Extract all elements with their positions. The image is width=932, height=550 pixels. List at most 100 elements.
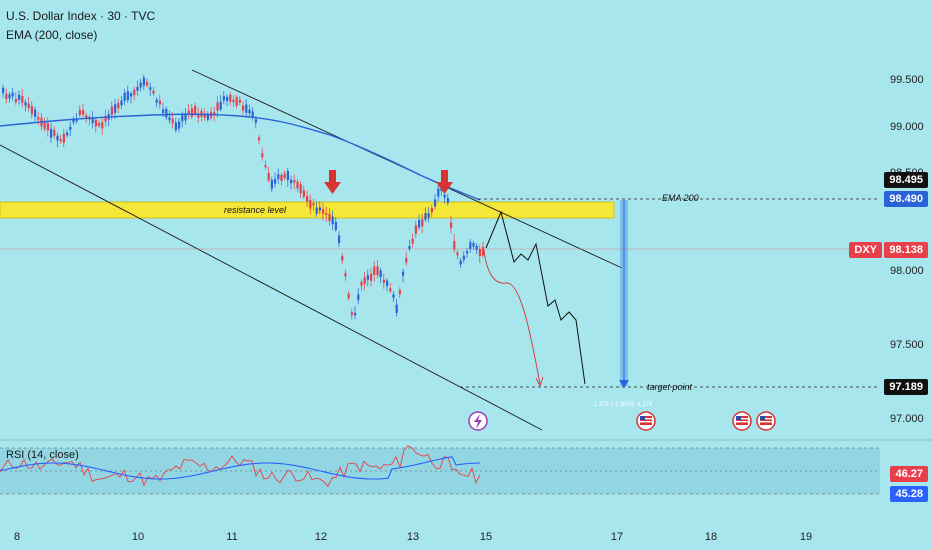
candle (27, 103, 30, 109)
candle (264, 165, 267, 168)
candle (363, 277, 366, 285)
candle (229, 94, 232, 102)
candle (126, 91, 129, 101)
candle (392, 294, 395, 298)
arrow-down-icon (324, 170, 341, 194)
rsi-ma-line (0, 456, 481, 480)
candle (437, 188, 440, 197)
time-axis[interactable]: 8 10 11 12 13 15 17 18 19 (14, 531, 812, 543)
candle (398, 290, 401, 295)
candle (213, 112, 216, 115)
channel-lower-line (0, 144, 543, 431)
rsi-label: RSI (14, close) (6, 449, 79, 461)
candle (190, 108, 193, 117)
price-tick-label: 99.500 (890, 74, 924, 86)
candle (142, 77, 145, 86)
candle (21, 95, 24, 103)
candle (456, 252, 459, 256)
candle (341, 255, 344, 261)
candle (379, 270, 382, 278)
candle (2, 87, 5, 94)
candle (254, 119, 257, 123)
candle (312, 203, 315, 206)
candle (123, 92, 126, 101)
candle (389, 288, 392, 292)
candle (168, 117, 171, 121)
time-tick-label: 19 (800, 531, 812, 543)
lightning-event-icon[interactable] (468, 411, 488, 431)
candle (82, 110, 85, 115)
candle (421, 219, 424, 227)
ema-blue-price-tag: 98.490 (884, 191, 928, 207)
candle (286, 171, 289, 180)
time-tick-label: 11 (226, 531, 237, 543)
candle (174, 122, 177, 131)
candle (466, 251, 469, 254)
candle (8, 94, 11, 99)
candle (149, 87, 152, 90)
candle (69, 126, 72, 130)
price-tick-label: 97.000 (890, 413, 924, 425)
candle (411, 238, 414, 244)
us-flag-event-icon[interactable] (756, 411, 776, 431)
candle (165, 108, 168, 118)
us-flag-event-icon[interactable] (636, 411, 656, 431)
candle (418, 219, 421, 228)
measure-arrowhead (619, 380, 629, 388)
candle (462, 255, 465, 260)
time-tick-label: 13 (407, 531, 419, 543)
candle (46, 123, 49, 131)
candle (130, 93, 133, 97)
us-flag-event-icon[interactable] (732, 411, 752, 431)
time-tick-label: 10 (132, 531, 144, 543)
candle (62, 133, 65, 143)
candle (53, 129, 56, 136)
candle (14, 98, 17, 103)
candle (181, 115, 184, 122)
candle (162, 109, 165, 114)
candle (430, 208, 433, 213)
candle (370, 273, 373, 281)
candle (34, 109, 37, 117)
candle (235, 97, 238, 106)
candle (98, 123, 101, 126)
time-tick-label: 18 (705, 531, 717, 543)
candle (443, 194, 446, 198)
candle (459, 260, 462, 265)
candle (376, 266, 379, 276)
price-tick-label: 99.000 (890, 121, 924, 133)
ema-200-line (0, 113, 481, 201)
candle (350, 312, 353, 316)
candle (251, 111, 254, 117)
candle (158, 100, 161, 105)
candle (475, 245, 478, 250)
candle (299, 184, 302, 194)
resistance-label: resistance level (224, 205, 287, 215)
candle (408, 246, 411, 250)
candle (267, 172, 270, 181)
candle (155, 99, 158, 103)
candle (136, 87, 139, 91)
candle (37, 117, 40, 120)
candle (373, 266, 376, 276)
candle (75, 119, 78, 122)
candle (331, 216, 334, 225)
candle (18, 94, 21, 100)
candle (402, 271, 405, 276)
candle (226, 96, 229, 102)
candle (11, 92, 14, 97)
candle (472, 242, 475, 247)
candle (270, 179, 273, 189)
candle (104, 115, 107, 122)
candle (280, 174, 283, 181)
indicator-label: EMA (200, close) (6, 28, 98, 42)
candle (203, 113, 206, 118)
candle (85, 115, 88, 119)
time-tick-label: 17 (611, 531, 623, 543)
candle (395, 304, 398, 313)
price-tick-label: 98.000 (890, 265, 924, 277)
symbol-tag: DXY (849, 242, 882, 258)
candle (338, 235, 341, 243)
projection-black-path (485, 210, 586, 385)
